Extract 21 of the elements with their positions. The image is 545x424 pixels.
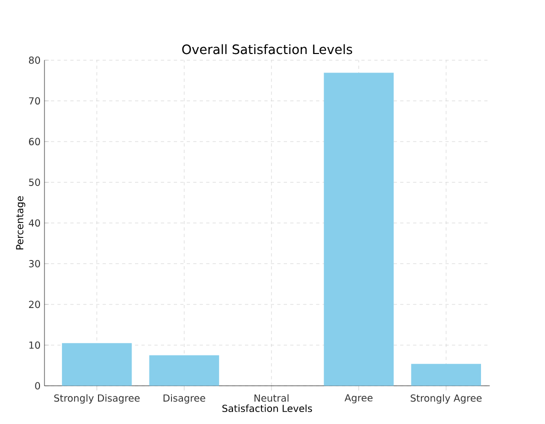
- y-tick-label: 0: [35, 382, 40, 390]
- x-tick-label: Neutral: [254, 394, 288, 402]
- bar: [324, 72, 394, 386]
- y-tick-label: 50: [29, 178, 40, 186]
- y-tick-label: 60: [28, 138, 40, 146]
- y-tick-label: 80: [28, 56, 40, 64]
- x-tick-label: Strongly Agree: [410, 394, 482, 404]
- y-tick-label: 10: [29, 341, 40, 349]
- x-axis-title: Satisfaction Levels: [222, 404, 312, 412]
- y-tick-label: 20: [29, 300, 40, 308]
- x-tick-label: Agree: [344, 394, 373, 404]
- bar: [149, 355, 220, 386]
- bar: [411, 364, 482, 386]
- y-tick-label: 30: [29, 260, 40, 268]
- x-tick-label: Strongly Disagree: [54, 394, 140, 404]
- x-tick-label: Disagree: [164, 394, 206, 404]
- y-tick-label: 40: [28, 219, 40, 227]
- bar: [62, 343, 132, 386]
- y-tick-label: 70: [29, 97, 40, 104]
- chart-title: Overall Satisfaction Levels: [182, 44, 352, 54]
- y-axis-title: Percentage: [16, 196, 26, 250]
